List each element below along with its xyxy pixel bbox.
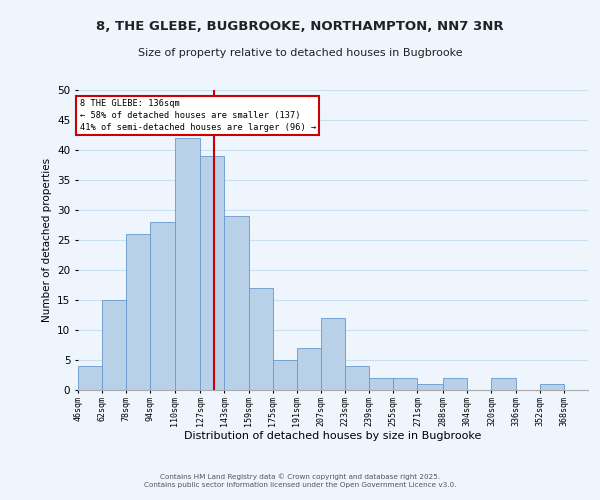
Bar xyxy=(443,378,467,390)
Bar xyxy=(369,378,394,390)
Bar xyxy=(418,384,443,390)
X-axis label: Distribution of detached houses by size in Bugbrooke: Distribution of detached houses by size … xyxy=(184,431,482,441)
Bar xyxy=(151,222,175,390)
Bar xyxy=(102,300,126,390)
Bar xyxy=(345,366,369,390)
Bar xyxy=(78,366,102,390)
Bar xyxy=(394,378,418,390)
Bar xyxy=(224,216,248,390)
Bar xyxy=(126,234,151,390)
Text: Size of property relative to detached houses in Bugbrooke: Size of property relative to detached ho… xyxy=(137,48,463,58)
Text: 8, THE GLEBE, BUGBROOKE, NORTHAMPTON, NN7 3NR: 8, THE GLEBE, BUGBROOKE, NORTHAMPTON, NN… xyxy=(96,20,504,33)
Bar xyxy=(175,138,200,390)
Bar xyxy=(248,288,272,390)
Text: Contains HM Land Registry data © Crown copyright and database right 2025.
Contai: Contains HM Land Registry data © Crown c… xyxy=(144,473,456,488)
Text: 8 THE GLEBE: 136sqm
← 58% of detached houses are smaller (137)
41% of semi-detac: 8 THE GLEBE: 136sqm ← 58% of detached ho… xyxy=(80,99,316,132)
Y-axis label: Number of detached properties: Number of detached properties xyxy=(41,158,52,322)
Bar xyxy=(321,318,345,390)
Bar xyxy=(200,156,224,390)
Bar xyxy=(297,348,321,390)
Bar xyxy=(491,378,515,390)
Bar xyxy=(272,360,297,390)
Bar xyxy=(540,384,564,390)
